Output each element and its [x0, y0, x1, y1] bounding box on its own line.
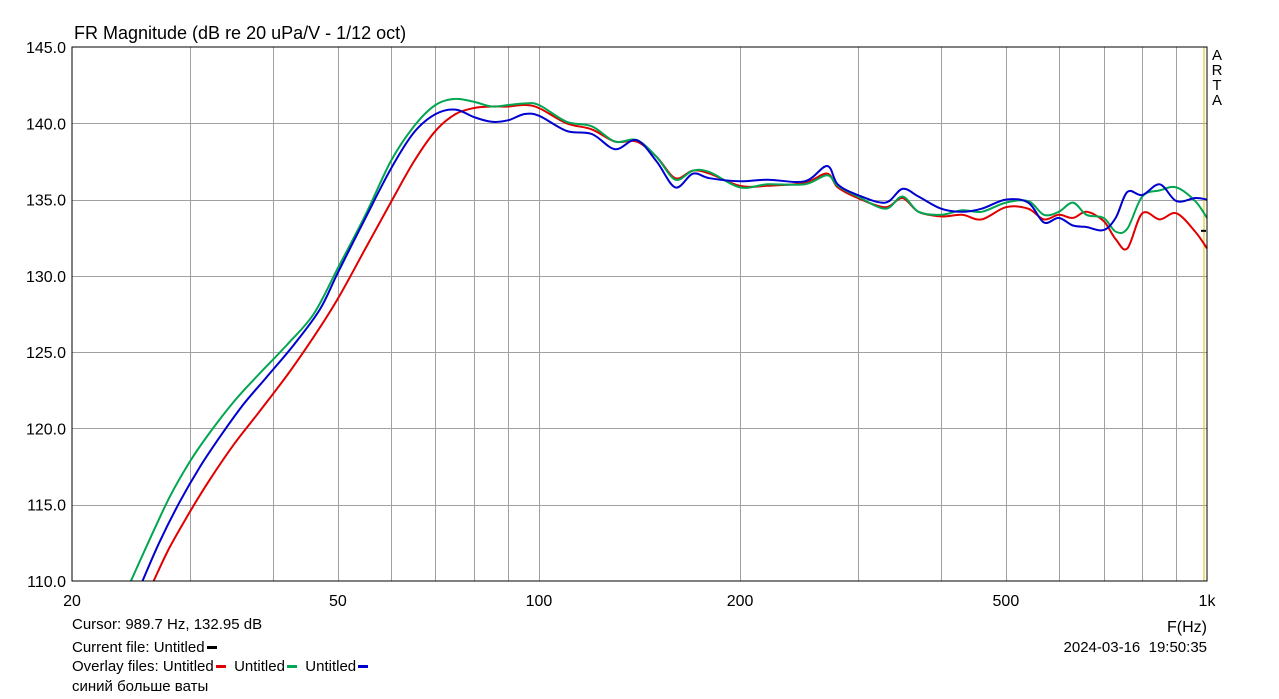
x-axis-label: F(Hz) — [1167, 619, 1207, 636]
y-tick-label: 115.0 — [27, 498, 66, 515]
current-file-line: Current file: Untitled — [72, 638, 217, 657]
cursor-readout: Cursor: 989.7 Hz, 132.95 dB — [72, 616, 263, 633]
timestamp: 2024-03-16 19:50:35 — [1064, 638, 1207, 657]
overlay-file-2: Untitled — [234, 658, 285, 675]
overlay-swatch-red — [215, 664, 226, 668]
overlay-file-3: Untitled — [305, 658, 357, 675]
plot-border — [71, 46, 1208, 582]
overlay-files-line: Overlay files: Untitled Untitled Untitle… — [72, 657, 369, 676]
y-tick-labels: 110.0 115.0 120.0 125.0 130.0 135.0 140.0 145.0 — [26, 40, 66, 591]
note-text: синий больше ваты — [72, 678, 209, 695]
date-text: 2024-03-16 — [1063, 639, 1141, 656]
y-tick-label: 140.0 — [26, 116, 66, 133]
series-lines — [129, 97, 1208, 582]
current-file-label: Current file: Untitled — [72, 639, 205, 656]
y-tick-label: 110.0 — [27, 574, 66, 591]
x-tick-labels: 20 50 100 200 500 1k — [63, 593, 1216, 610]
series-line-3 — [141, 108, 1208, 582]
x-tick-label: 50 — [329, 593, 347, 610]
brand-letter: R — [1211, 62, 1223, 79]
arta-brand: A R T A — [1211, 48, 1223, 108]
x-tick-label: 200 — [727, 593, 754, 610]
overlay-swatch-green — [286, 664, 297, 668]
series-line-1 — [152, 103, 1208, 582]
brand-letter: T — [1212, 77, 1222, 94]
y-tick-label: 130.0 — [26, 269, 66, 286]
cursor-marker — [1200, 47, 1206, 581]
x-tick-label: 20 — [63, 593, 81, 610]
time-text: 19:50:35 — [1148, 639, 1207, 656]
x-tick-label: 500 — [993, 593, 1020, 610]
x-tick-label: 100 — [526, 593, 553, 610]
overlay-label: Overlay files: Untitled — [72, 658, 214, 675]
y-tick-label: 120.0 — [26, 421, 66, 438]
brand-letter: A — [1211, 47, 1222, 64]
y-tick-label: 145.0 — [26, 40, 66, 57]
y-tick-label: 125.0 — [26, 345, 66, 362]
chart-title: FR Magnitude (dB re 20 uPa/V - 1/12 oct) — [74, 23, 406, 43]
x-tick-label: 1k — [1199, 593, 1217, 610]
grid-lines — [72, 47, 1207, 581]
series-line-2 — [129, 97, 1208, 582]
current-file-swatch — [206, 645, 217, 649]
brand-letter: A — [1211, 92, 1222, 109]
overlay-swatch-blue — [358, 664, 369, 668]
y-tick-label: 135.0 — [26, 193, 66, 210]
